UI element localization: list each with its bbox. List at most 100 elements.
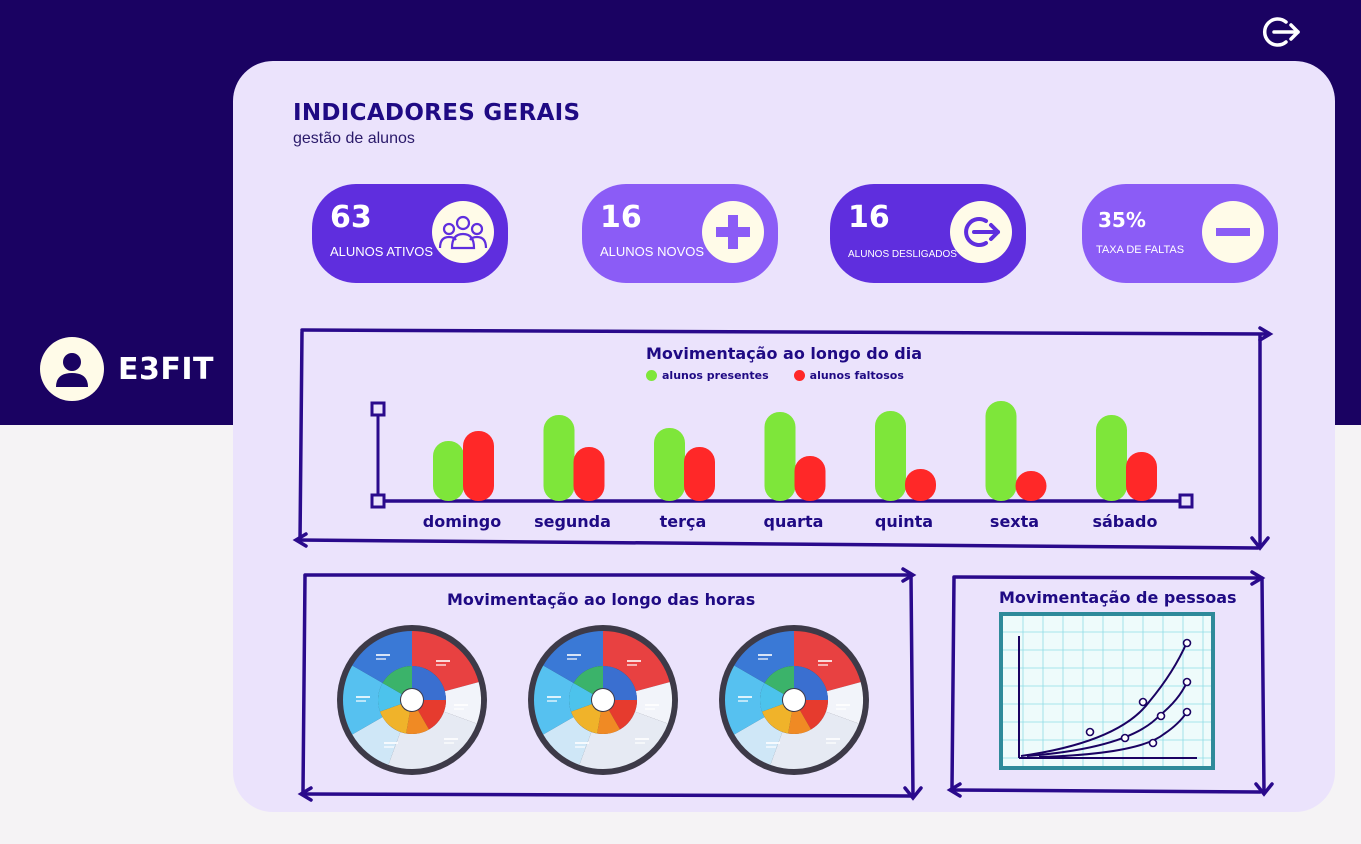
wheel-text-line	[738, 696, 752, 698]
wheel-text-line	[627, 664, 637, 666]
x-tick-label: quinta	[875, 512, 933, 531]
brand: E3FIT	[40, 337, 214, 401]
wheel-segment	[543, 631, 603, 683]
wheel-inner-segment	[573, 666, 603, 694]
wheel-inner-segment	[569, 683, 593, 712]
wheel-text-line	[766, 746, 776, 748]
logout-icon[interactable]	[1258, 12, 1304, 52]
wheel-hub	[401, 689, 423, 711]
user-icon[interactable]	[40, 337, 104, 401]
legend-label: alunos faltosos	[809, 369, 904, 382]
wheel-hub	[783, 689, 805, 711]
wheel-inner-segment	[571, 704, 601, 734]
wheel-inner-segment	[380, 704, 410, 734]
bar-faltosos	[1126, 452, 1157, 501]
kpi-value: 16	[848, 200, 890, 235]
wheel-text-line	[376, 654, 390, 656]
wheel-chart	[528, 625, 678, 775]
wheel-text-line	[376, 658, 386, 660]
hours-wheel-chart-3	[718, 624, 870, 780]
wheel-segment	[770, 711, 859, 769]
wheel-text-line	[356, 696, 370, 698]
day-bar-chart: domingo segunda terça quarta quinta sexta sába…	[370, 401, 1194, 531]
wheel-text-line	[575, 742, 589, 744]
wheel-segment	[634, 682, 672, 724]
bar-presentes	[875, 411, 906, 501]
bar-presentes	[1096, 415, 1127, 501]
bar-presentes	[764, 412, 796, 501]
hours-panel-title: Movimentação ao longo das horas	[447, 590, 756, 609]
x-tick-label: sexta	[990, 512, 1039, 531]
bar-faltosos	[463, 431, 494, 501]
kpi-label: ALUNOS ATIVOS	[330, 244, 434, 259]
hours-wheel-chart-1	[336, 624, 488, 780]
brand-name: E3FIT	[118, 351, 214, 387]
wheel-hub	[592, 689, 614, 711]
wheel-text-line	[547, 700, 557, 702]
bar-presentes	[985, 401, 1017, 501]
kpi-label: ALUNOS NOVOS	[600, 244, 705, 259]
wheel-chart	[337, 625, 487, 775]
wheel-inner-segment	[788, 710, 811, 734]
bar-faltosos	[573, 447, 605, 501]
wheel-segment	[579, 711, 668, 769]
wheel-text-line	[356, 700, 366, 702]
wheel-text-line	[836, 704, 850, 706]
kpi-value: 16	[600, 200, 642, 235]
bar-faltosos	[684, 447, 715, 501]
wheel-text-line	[645, 708, 655, 710]
wheel-text-line	[454, 708, 464, 710]
wheel-text-line	[818, 660, 832, 662]
wheel-text-line	[758, 654, 772, 656]
plus-icon	[702, 201, 764, 263]
wheel-inner-segment	[597, 710, 620, 734]
page-title: INDICADORES GERAIS	[293, 100, 581, 126]
wheel-chart	[719, 625, 869, 775]
x-tick-label: segunda	[534, 512, 611, 531]
x-tick-label: quarta	[764, 512, 824, 531]
wheel-segment	[543, 717, 592, 765]
day-chart-title: Movimentação ao longo do dia	[646, 344, 923, 363]
wheel-text-line	[567, 654, 581, 656]
page-subtitle: gestão de alunos	[293, 130, 415, 147]
axis-handle	[370, 401, 386, 417]
wheel-text-line	[436, 664, 446, 666]
bar-faltosos	[905, 469, 936, 501]
wheel-text-line	[635, 738, 649, 740]
wheel-segment	[352, 717, 401, 765]
wheel-segment	[734, 717, 783, 765]
x-tick-label: sábado	[1092, 512, 1157, 531]
axis-handle	[1178, 493, 1194, 509]
kpi-alunos-ativos[interactable]: 63 ALUNOS ATIVOS	[312, 184, 508, 283]
wheel-text-line	[627, 660, 641, 662]
wheel-segment	[825, 682, 863, 724]
people-growth-chart	[999, 612, 1215, 770]
kpi-taxa-faltas[interactable]: 35% TAXA DE FALTAS	[1082, 184, 1278, 283]
people-panel-frame	[946, 570, 1274, 798]
wheel-inner-segment	[760, 683, 784, 712]
kpi-alunos-novos[interactable]: 16 ALUNOS NOVOS	[582, 184, 778, 283]
wheel-text-line	[436, 660, 450, 662]
legend-label: alunos presentes	[662, 369, 769, 382]
bar-presentes	[543, 415, 575, 501]
wheel-text-line	[758, 658, 768, 660]
wheel-inner-segment	[378, 683, 402, 712]
wheel-inner-segment	[412, 666, 446, 700]
wheel-inner-segment	[794, 666, 828, 700]
wheel-text-line	[645, 704, 659, 706]
wheel-text-line	[826, 738, 840, 740]
kpi-alunos-desligados[interactable]: 16 ALUNOS DESLIGADOS	[830, 184, 1026, 283]
logout-icon	[950, 201, 1012, 263]
legend-swatch	[793, 370, 805, 381]
x-tick-label: domingo	[423, 512, 501, 531]
bar-faltosos	[1015, 471, 1047, 501]
hours-wheel-chart-2	[527, 624, 679, 780]
bar-presentes	[433, 441, 464, 501]
wheel-inner-segment	[609, 700, 637, 730]
minus-icon	[1202, 201, 1264, 263]
wheel-segment	[443, 682, 481, 724]
wheel-inner-segment	[762, 704, 792, 734]
legend-item-presentes: alunos presentes	[646, 369, 769, 382]
wheel-text-line	[444, 738, 458, 740]
wheel-text-line	[818, 664, 828, 666]
